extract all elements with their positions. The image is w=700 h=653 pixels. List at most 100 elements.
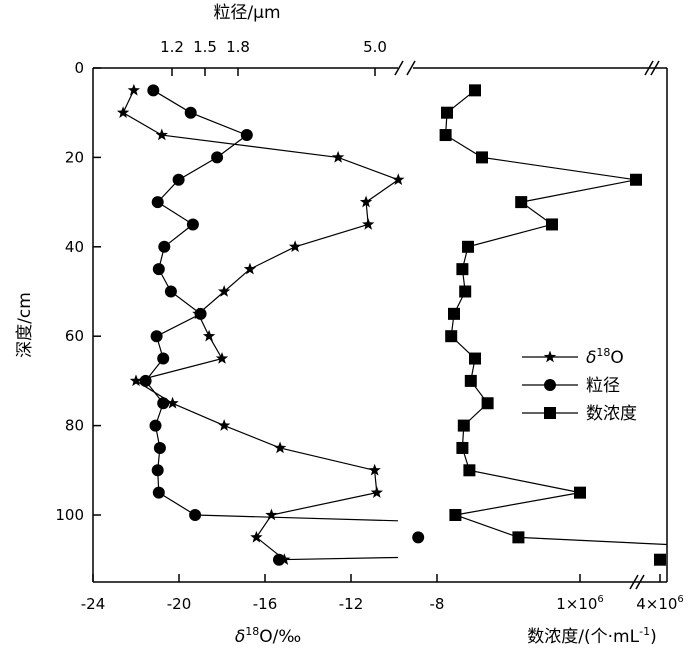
grain-size-point [240, 129, 253, 142]
legend-grain-label: 粒径 [586, 376, 620, 396]
concentration-point [654, 553, 666, 566]
bottom-break-mark-2 [635, 574, 645, 590]
grain-size-tick-label: 5.0 [363, 38, 387, 56]
grain-size-point [157, 352, 170, 365]
top-right-break-mark-2 [650, 60, 660, 76]
d18o-point [288, 240, 302, 253]
concentration-tick-exponent: 6 [677, 594, 683, 605]
concentration-point [448, 307, 460, 320]
d18o-tick-label: -12 [339, 595, 364, 613]
d18o-point [217, 285, 231, 297]
concentration-point [469, 84, 481, 97]
top-axis-title: 粒径/μm [213, 3, 280, 23]
grain-size-point [172, 173, 185, 186]
concentration-point [515, 196, 528, 209]
concentration-tick-base: 4×10 [636, 595, 677, 613]
grain-size-point [152, 486, 165, 499]
legend-d18o-label: δ18O [586, 346, 624, 368]
concentration-point [462, 240, 474, 253]
grain-size-point [153, 441, 166, 454]
grain-size-point [150, 330, 163, 343]
conc-title-main: 数浓度/(个·mL [527, 627, 639, 647]
grain-size-point [184, 106, 197, 119]
series-grain-size [139, 84, 425, 566]
concentration-point [464, 374, 477, 387]
grain-size-point [211, 151, 224, 164]
d18o-point [129, 374, 143, 387]
grain-size-point [151, 464, 164, 477]
concentration-point [441, 106, 453, 119]
d18o-point [250, 530, 263, 543]
concentration-tick-label: 1×106 [556, 594, 604, 613]
d18o-title-rest: O/‰ [259, 627, 301, 647]
concentration-point [439, 129, 452, 142]
conc-title-close: ) [650, 627, 657, 647]
grain-size-tick-label: 1.5 [193, 38, 217, 56]
legend-d18o-base: δ [586, 348, 596, 368]
concentration-point [476, 151, 488, 164]
grain-size-point [164, 285, 177, 298]
concentration-point [463, 464, 476, 477]
left-axis-title: 深度/cm [15, 292, 35, 358]
d18o-point [166, 396, 179, 409]
grain-size-break-stub [195, 514, 399, 522]
legend-conc-square-icon [544, 407, 556, 419]
conc-title-sup: -1 [639, 625, 650, 638]
depth-tick-label: 40 [65, 238, 84, 256]
d18o-point [202, 329, 216, 342]
bottom-right-axis-title: 数浓度/(个·mL-1) [527, 625, 656, 647]
concentration-point [445, 330, 458, 343]
grain-size-point [147, 84, 160, 97]
grain-size-point [157, 397, 170, 410]
bottom-left-axis-title: δ18O/‰ [235, 625, 301, 647]
concentration-point [469, 352, 481, 365]
d18o-point [116, 106, 130, 118]
concentration-tick-label: 4×106 [636, 594, 684, 613]
d18o-point [331, 150, 345, 163]
axis-break-marks [394, 60, 660, 590]
concentration-point [546, 218, 558, 231]
concentration-point [630, 173, 642, 186]
legend-conc-label: 数浓度 [586, 404, 637, 424]
d18o-point [359, 195, 373, 208]
concentration-point [449, 509, 462, 521]
d18o-point [155, 128, 168, 141]
grain-size-tick-label: 1.8 [226, 38, 250, 56]
d18o-point [127, 83, 141, 96]
legend-d18o-star-icon [543, 350, 557, 363]
grain-size-point [273, 553, 285, 566]
depth-tick-label: 20 [65, 148, 84, 166]
d18o-title-base: δ [235, 627, 245, 647]
d18o-point [243, 262, 257, 275]
grain-size-break-stub [278, 556, 399, 561]
d18o-point [215, 352, 229, 364]
depth-axis-ticks: 0 20 40 60 80 100 [55, 59, 101, 524]
concentration-point [459, 285, 472, 298]
concentration-point [457, 419, 470, 432]
d18o-tick-label: -16 [253, 595, 278, 613]
legend-d18o-rest: O [610, 348, 623, 368]
concentration-point [456, 263, 469, 276]
legend: δ18O 粒径 数浓度 [522, 346, 637, 424]
top-right-break-mark-1 [644, 60, 654, 76]
depth-tick-label: 0 [74, 59, 84, 77]
grain-size-point [158, 240, 171, 253]
concentration-tick-base: 1×10 [556, 595, 597, 613]
depth-tick-label: 100 [55, 506, 84, 524]
grain-size-axis-ticks: 1.2 1.5 1.8 5.0 [160, 38, 387, 76]
grain-size-point [186, 218, 199, 231]
grain-size-point [194, 307, 207, 320]
series-line [122, 90, 400, 561]
plot-frame [92, 67, 668, 583]
bottom-break-mark-1 [629, 574, 639, 590]
top-break-mark-1 [394, 60, 404, 76]
concentration-point [481, 397, 494, 410]
d18o-point [265, 508, 278, 521]
grain-size-point [152, 263, 165, 276]
legend-grain-circle-icon [544, 379, 556, 391]
depth-tick-label: 80 [65, 417, 84, 435]
depth-tick-label: 60 [65, 327, 84, 345]
grain-size-point [412, 531, 425, 544]
legend-d18o-sup: 18 [596, 346, 610, 359]
